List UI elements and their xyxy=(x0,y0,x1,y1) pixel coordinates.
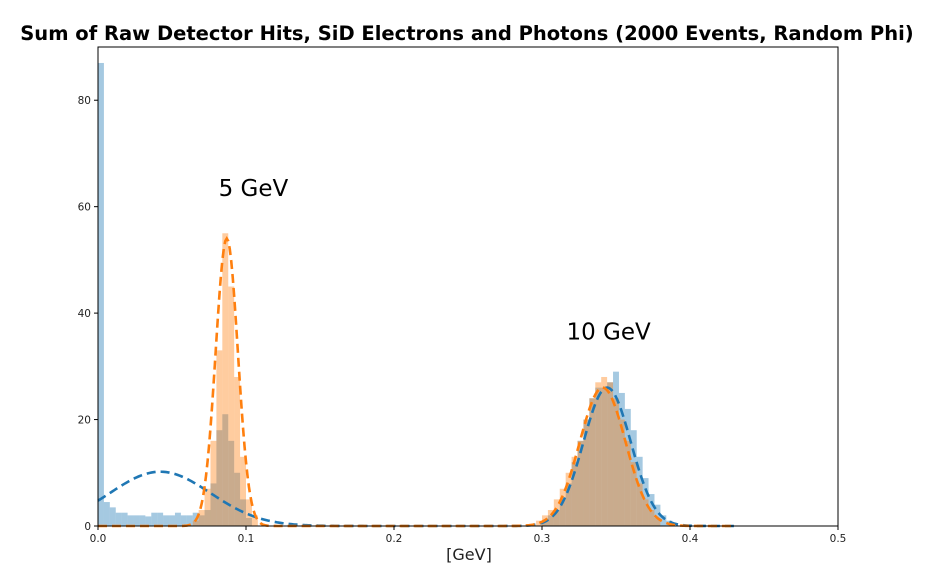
blue-histogram-bar xyxy=(607,382,614,526)
x-tick-label: 0.0 xyxy=(90,533,107,545)
blue-histogram-bar xyxy=(228,440,235,526)
blue-histogram-bar xyxy=(654,504,661,526)
orange-histogram-bar xyxy=(624,440,631,526)
blue-histogram-bar xyxy=(542,520,548,526)
orange-histogram-bar xyxy=(571,456,578,526)
x-tick-label: 0.2 xyxy=(386,533,403,545)
x-tick-label: 0.5 xyxy=(830,533,847,545)
orange-histogram-bar xyxy=(654,518,661,526)
blue-histogram-bar xyxy=(186,515,193,526)
blue-histogram-bar xyxy=(618,392,625,526)
orange-histogram-bar xyxy=(648,510,655,526)
orange-histogram-bar xyxy=(642,499,649,526)
orange-histogram-bar xyxy=(589,398,596,526)
blue-histogram-bar xyxy=(595,387,602,526)
x-axis-label: [GeV] xyxy=(446,545,492,564)
blue-histogram-bar xyxy=(180,515,187,526)
blue-histogram-bar xyxy=(624,408,631,526)
blue-histogram-bar xyxy=(145,516,152,526)
chart-title: Sum of Raw Detector Hits, SiD Electrons … xyxy=(20,22,913,45)
blue-histogram-bar xyxy=(210,483,217,526)
blue-histogram-bar xyxy=(151,512,158,526)
blue-histogram-bar xyxy=(109,507,116,526)
orange-histogram-bar xyxy=(607,382,614,526)
orange-histogram-bar xyxy=(216,350,223,526)
orange-histogram-bar xyxy=(536,520,542,526)
blue-histogram-bar xyxy=(157,512,164,526)
blue-histogram-bar xyxy=(636,456,643,526)
orange-histogram-bar xyxy=(577,440,584,526)
fit-curves xyxy=(97,236,735,528)
blue-histogram-bar xyxy=(559,499,566,526)
blue-histogram-bar xyxy=(589,398,596,526)
blue-histogram-bar xyxy=(660,515,667,526)
blue-histogram-bar xyxy=(139,515,146,526)
x-tick-label: 0.4 xyxy=(682,533,699,545)
annotation-5-gev: 5 GeV xyxy=(219,176,289,202)
blue-histogram-bar xyxy=(222,414,229,526)
plot-area-frame xyxy=(97,46,839,527)
blue-histogram-bar xyxy=(583,419,590,526)
blue-histogram-bar xyxy=(98,62,104,526)
orange-histogram-bar xyxy=(198,510,205,526)
blue-histogram-bar xyxy=(133,515,140,526)
blue-histogram-bar xyxy=(115,512,122,526)
blue-histogram-bar xyxy=(163,515,170,526)
blue-histogram-bar xyxy=(174,512,181,526)
y-axis: 0 20 40 60 80 xyxy=(78,95,98,533)
orange-histogram-bar xyxy=(636,483,643,526)
annotation-10-gev: 10 GeV xyxy=(566,320,651,346)
orange-histogram-bar xyxy=(618,419,625,526)
orange-histogram-bar xyxy=(251,515,258,526)
blue-histogram-bar xyxy=(642,478,649,526)
orange-histogram-bar xyxy=(246,499,252,526)
blue-histogram-bar xyxy=(204,510,211,526)
orange-histogram-bar xyxy=(630,462,637,526)
y-tick-label: 0 xyxy=(84,521,91,533)
blue-histogram-bar xyxy=(234,472,241,526)
blue-histogram-bar xyxy=(121,512,128,526)
orange-histogram-bar xyxy=(601,376,608,526)
y-tick-label: 40 xyxy=(78,308,91,320)
x-tick-label: 0.1 xyxy=(238,533,255,545)
orange-histogram-bar xyxy=(222,233,229,526)
orange-histogram-bar xyxy=(240,456,246,526)
orange-histogram-bar xyxy=(192,520,199,526)
orange-histogram-bar xyxy=(234,376,241,526)
orange-histogram-bar xyxy=(228,286,235,526)
blue-histogram-bar xyxy=(127,515,134,526)
orange-histogram-bar xyxy=(595,382,602,526)
blue-histogram-bar xyxy=(630,430,637,526)
blue-histogram-bar xyxy=(571,462,578,526)
blue-histogram-bar xyxy=(601,387,608,526)
orange-histogram-bar xyxy=(583,419,590,526)
blue-histogram-bar xyxy=(216,430,223,526)
blue-histogram-bar xyxy=(103,502,110,526)
blue-histogram-bar xyxy=(565,483,572,526)
y-tick-label: 80 xyxy=(78,95,91,107)
blue-histogram-bar xyxy=(613,371,619,526)
blue-histogram-bar xyxy=(553,510,560,526)
orange-histogram-bar xyxy=(559,488,566,526)
blue-histogram-bar xyxy=(547,515,554,526)
y-tick-label: 20 xyxy=(78,415,91,427)
x-tick-label: 0.3 xyxy=(534,533,551,545)
orange-histogram-bar xyxy=(210,440,217,526)
orange-histogram-bar xyxy=(565,472,572,526)
orange-histogram-bar xyxy=(547,510,554,526)
orange-histogram-bar xyxy=(613,398,619,526)
blue-histogram-bar xyxy=(246,518,252,526)
histogram-bars xyxy=(98,62,673,526)
blue-histogram-bar xyxy=(169,515,175,526)
orange-histogram-bar xyxy=(204,488,211,526)
x-axis: 0.0 0.1 0.2 0.3 0.4 0.5 xyxy=(90,526,847,545)
blue-histogram-bar xyxy=(577,440,584,526)
blue-histogram-bar xyxy=(240,499,246,526)
y-tick-label: 60 xyxy=(78,202,91,214)
blue-histogram-bar xyxy=(198,515,205,526)
